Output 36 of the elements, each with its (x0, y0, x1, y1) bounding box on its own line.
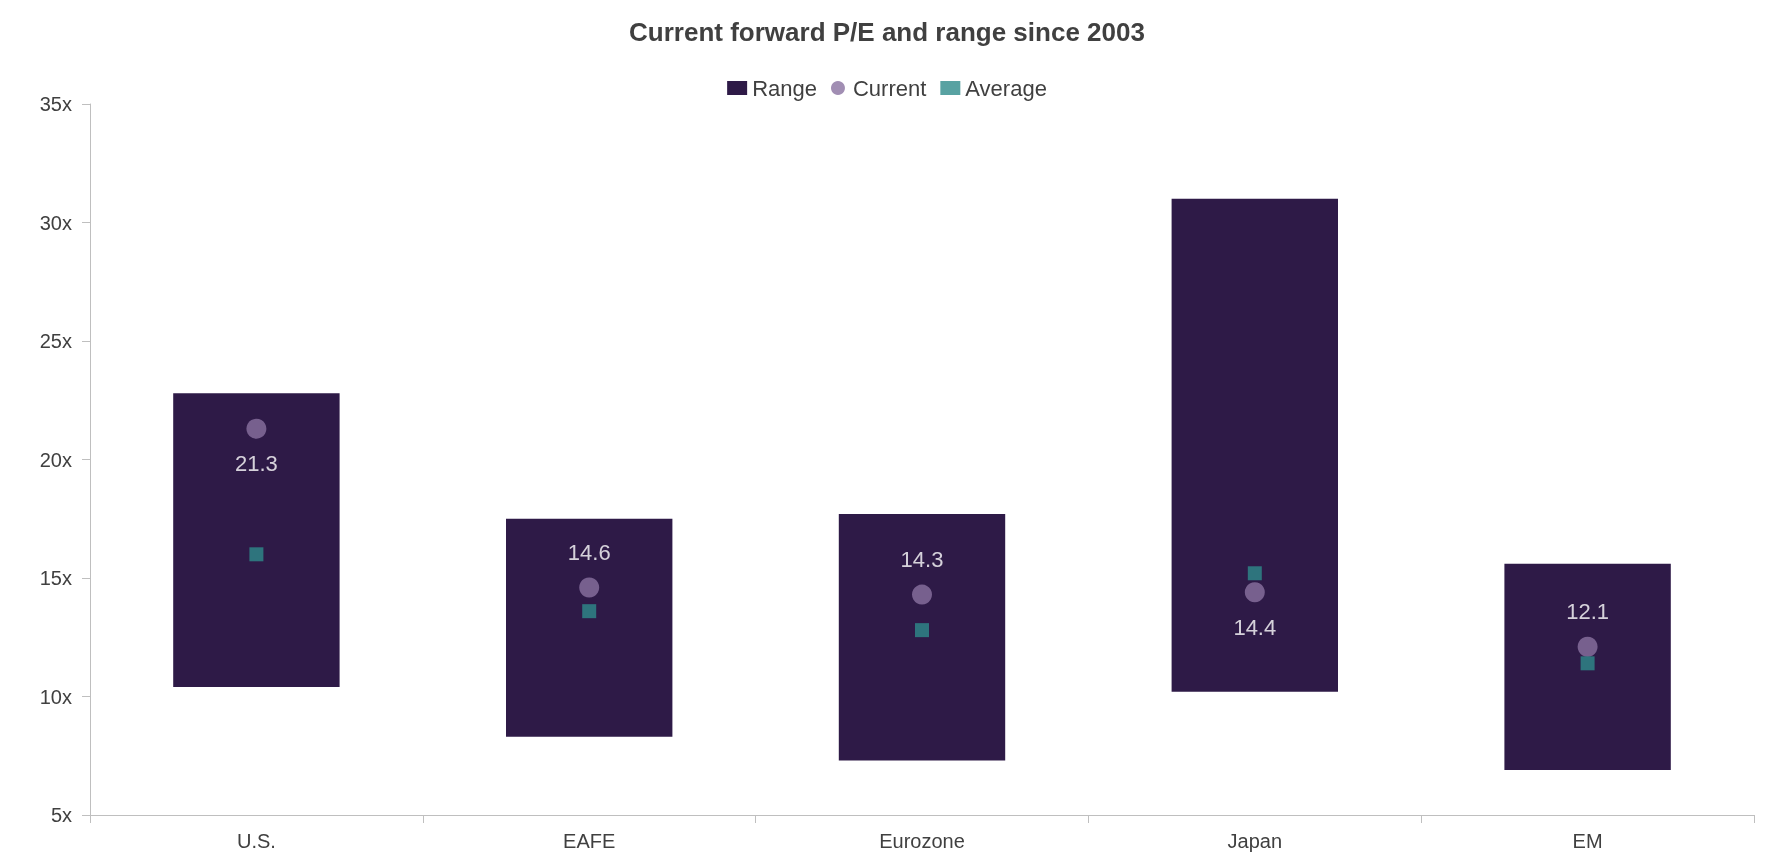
legend-label: Current (852, 75, 927, 101)
x-tick-label: EAFE (563, 830, 616, 852)
data-label: 14.3 (900, 547, 944, 573)
data-label: 14.6 (567, 539, 611, 565)
x-tick-label: EM (1572, 830, 1603, 852)
y-tick-label: 35x (39, 93, 72, 115)
point (1244, 582, 1265, 603)
data-label: 14.4 (1233, 614, 1277, 640)
point (1580, 656, 1595, 671)
y-tick-label: 10x (39, 685, 72, 708)
bar (1171, 198, 1338, 692)
x-tick-label: Eurozone (879, 830, 965, 852)
point (582, 604, 597, 619)
legend-label: Average (965, 75, 1047, 101)
point (1247, 566, 1262, 581)
point (249, 547, 264, 562)
point (246, 418, 267, 439)
bar (1504, 563, 1671, 770)
y-tick-label: 15x (39, 567, 72, 589)
legend-label: Range (752, 75, 817, 101)
y-tick-label: 30x (39, 211, 72, 234)
y-tick-label: 20x (39, 448, 72, 471)
y-tick-label: 25x (39, 330, 72, 352)
data-label: 21.3 (234, 451, 278, 477)
x-tick-label: U.S. (236, 830, 276, 852)
chart-title: Current forward P/E and range since 2003 (629, 17, 1145, 47)
point (912, 584, 932, 605)
bar (173, 393, 340, 688)
point (915, 623, 929, 638)
bar (506, 518, 673, 737)
bar (838, 514, 1006, 761)
point (1577, 636, 1598, 657)
point (579, 577, 600, 598)
data-label: 12.1 (1566, 599, 1610, 625)
x-tick-label: Japan (1227, 830, 1283, 852)
y-tick-label: 5x (50, 804, 72, 826)
